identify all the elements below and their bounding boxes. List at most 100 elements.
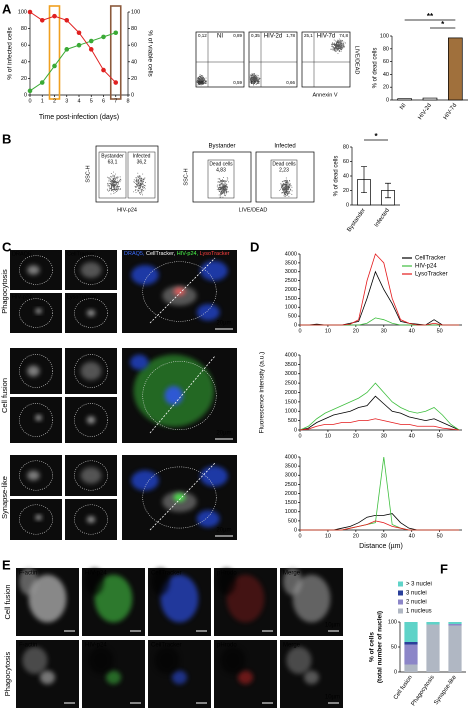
event-dot: [137, 185, 139, 187]
event-dot: [332, 46, 334, 48]
event-dot: [106, 188, 108, 190]
event-dot: [286, 181, 288, 183]
event-dot: [218, 181, 220, 183]
event-dot: [337, 48, 339, 50]
event-dot: [249, 81, 251, 83]
event-dot: [224, 189, 226, 191]
micrograph: [280, 568, 343, 636]
event-dot: [219, 196, 221, 198]
gate-name: Dead cells: [209, 161, 233, 167]
x-tick-label: 7: [114, 98, 117, 104]
event-dot: [258, 80, 260, 82]
event-dot: [202, 77, 204, 78]
x-tick-label: 10: [325, 328, 331, 334]
event-dot: [110, 188, 112, 190]
channel-label: CellTracker: [67, 251, 95, 257]
event-dot: [338, 41, 340, 43]
x-tick-label: NI: [399, 102, 408, 111]
event-dot: [201, 84, 203, 86]
cell-outline: [74, 354, 108, 388]
event-dot: [252, 76, 254, 78]
data-point: [113, 80, 119, 85]
event-dot: [114, 185, 116, 187]
bar-segment: [404, 644, 418, 665]
event-dot: [218, 190, 220, 192]
y-tick-label: 1000: [285, 409, 297, 415]
legend-label: 2 nuclei: [406, 600, 427, 606]
event-dot: [251, 78, 253, 79]
event-dot: [117, 181, 119, 183]
event-dot: [336, 43, 338, 45]
event-dot: [144, 177, 146, 179]
event-dot: [141, 190, 143, 192]
cell-outline: [142, 360, 217, 430]
event-dot: [220, 192, 222, 194]
event-dot: [110, 193, 112, 195]
event-dot: [334, 45, 336, 47]
event-dot: [340, 49, 342, 51]
event-dot: [223, 183, 225, 185]
event-dot: [140, 191, 142, 193]
x-axis-label: Time post-infection (days): [39, 114, 119, 121]
event-dot: [331, 44, 333, 46]
event-dot: [198, 84, 200, 86]
channel-label: HIV-p24: [85, 643, 107, 649]
event-dot: [221, 182, 223, 184]
event-dot: [118, 181, 120, 183]
signal: [173, 493, 186, 502]
y-tick-label: 3500: [285, 260, 297, 266]
event-dot: [283, 189, 285, 191]
y-tick-label: 500: [288, 518, 297, 524]
event-dot: [252, 80, 254, 82]
flow-title: NI: [217, 34, 223, 40]
legend-label: > 3 nuclei: [406, 582, 432, 588]
event-dot: [281, 192, 283, 194]
event-dot: [282, 187, 284, 189]
series-line: [299, 382, 460, 431]
event-dot: [287, 182, 289, 184]
signal: [196, 303, 220, 321]
event-dot: [114, 179, 116, 181]
quadrant-value: 0,59: [233, 80, 242, 85]
event-dot: [335, 40, 337, 42]
event-dot: [339, 45, 341, 47]
event-dot: [197, 82, 199, 84]
event-dot: [341, 46, 342, 48]
event-dot: [200, 76, 202, 78]
event-dot: [289, 180, 291, 182]
event-dot: [108, 184, 110, 186]
scale-bar-label: 10µm: [325, 695, 340, 701]
event-dot: [111, 189, 113, 191]
y-axis-label: Fluorescence intensity (a.u.): [259, 352, 266, 434]
event-dot: [203, 76, 205, 78]
event-dot: [145, 182, 146, 184]
event-dot: [251, 73, 253, 75]
event-dot: [199, 84, 201, 86]
event-dot: [251, 81, 253, 83]
event-dot: [258, 77, 260, 79]
event-dot: [110, 189, 112, 191]
event-dot: [137, 177, 139, 179]
event-dot: [144, 185, 146, 187]
significance-label: **: [427, 12, 434, 21]
scale-bar-label: 20µm: [216, 321, 231, 327]
event-dot: [202, 84, 204, 85]
event-dot: [226, 177, 228, 179]
event-dot: [200, 79, 202, 81]
event-dot: [217, 178, 219, 180]
event-dot: [287, 191, 289, 193]
event-dot: [340, 45, 342, 47]
event-dot: [114, 180, 115, 182]
signal: [88, 646, 114, 675]
y-tick-label: 0: [386, 97, 389, 103]
profile-line: [149, 355, 216, 434]
event-dot: [113, 177, 115, 179]
event-dot: [226, 189, 228, 191]
signal: [80, 262, 102, 278]
bar: [422, 97, 438, 101]
event-dot: [113, 191, 115, 193]
flow-title: HIV-2d: [264, 34, 282, 40]
cell-outline: [19, 255, 53, 285]
event-dot: [110, 172, 112, 174]
y-tick-label: 3000: [285, 269, 297, 275]
